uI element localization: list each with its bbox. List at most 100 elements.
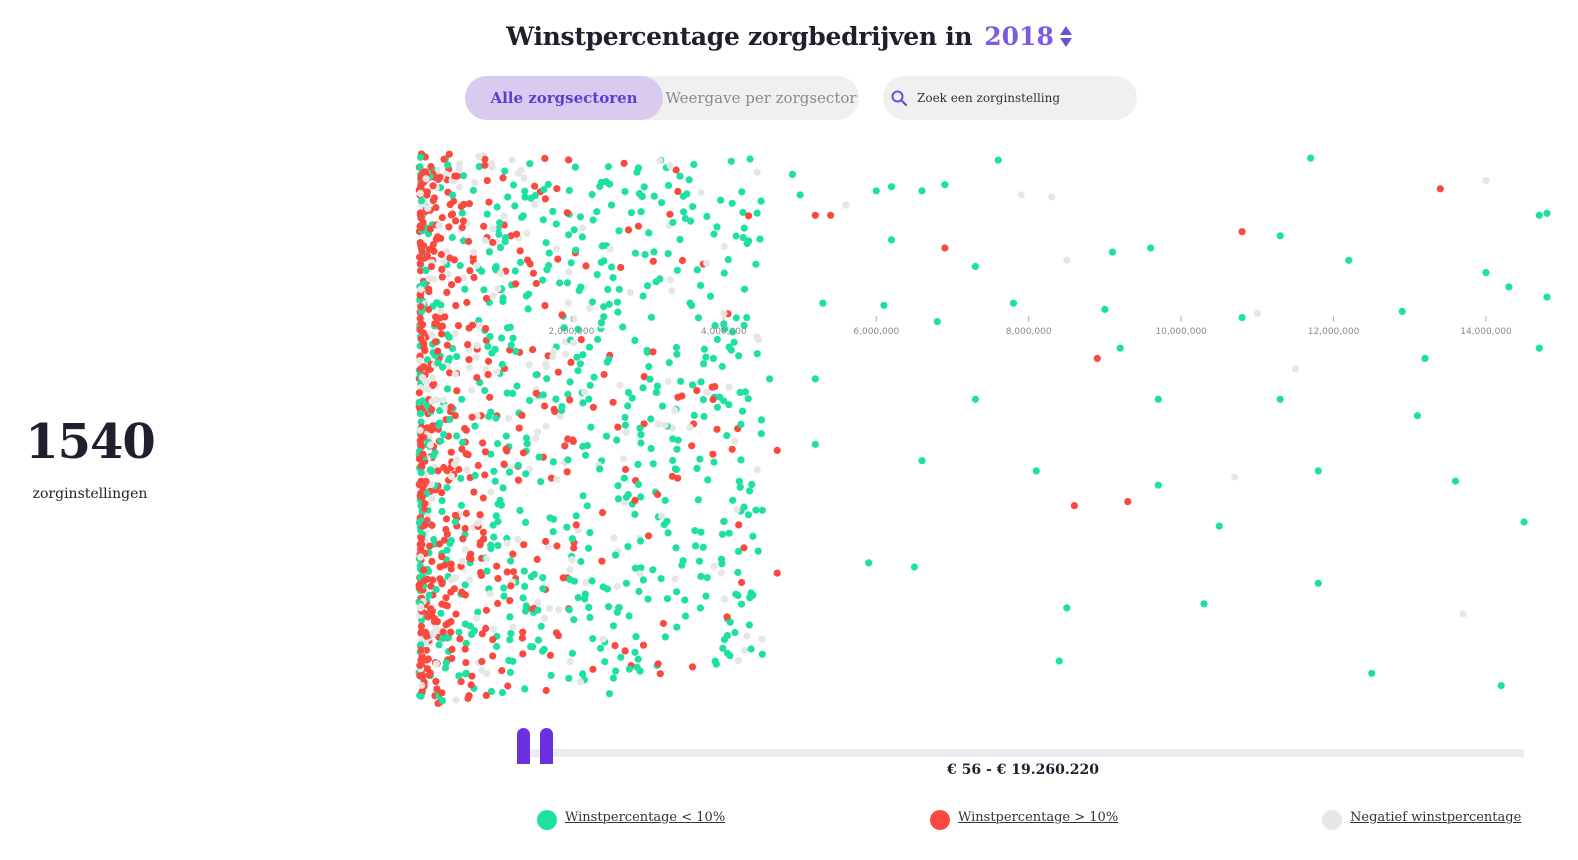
- data-point[interactable]: [541, 154, 549, 162]
- data-point[interactable]: [574, 594, 582, 602]
- data-point[interactable]: [529, 269, 538, 277]
- data-point[interactable]: [634, 222, 643, 230]
- data-point[interactable]: [494, 517, 502, 526]
- data-point[interactable]: [433, 618, 441, 626]
- data-point[interactable]: [480, 535, 488, 543]
- legend-label[interactable]: Negatief winstpercentage: [1350, 809, 1522, 825]
- data-point[interactable]: [589, 665, 597, 673]
- data-point[interactable]: [664, 250, 672, 258]
- data-point[interactable]: [415, 389, 423, 397]
- data-point[interactable]: [447, 628, 455, 636]
- data-point[interactable]: [523, 440, 531, 448]
- data-point[interactable]: [474, 519, 482, 527]
- data-point[interactable]: [474, 461, 482, 470]
- data-point[interactable]: [464, 341, 472, 349]
- data-point[interactable]: [421, 521, 429, 529]
- data-point[interactable]: [585, 343, 594, 351]
- data-point[interactable]: [597, 644, 605, 652]
- data-point[interactable]: [734, 657, 743, 665]
- data-point[interactable]: [568, 535, 577, 543]
- data-point[interactable]: [426, 669, 434, 677]
- data-point[interactable]: [535, 453, 543, 461]
- data-point[interactable]: [637, 493, 645, 501]
- data-point[interactable]: [420, 280, 428, 288]
- data-point[interactable]: [745, 212, 753, 220]
- data-point[interactable]: [744, 395, 752, 403]
- data-point[interactable]: [453, 432, 461, 440]
- data-point[interactable]: [616, 381, 624, 389]
- data-point[interactable]: [448, 344, 457, 353]
- data-point[interactable]: [442, 525, 450, 534]
- data-point[interactable]: [589, 403, 598, 411]
- data-point[interactable]: [679, 192, 687, 200]
- data-point[interactable]: [507, 557, 515, 565]
- data-point[interactable]: [418, 245, 426, 253]
- data-point[interactable]: [524, 305, 532, 313]
- data-point[interactable]: [734, 547, 743, 555]
- data-point[interactable]: [429, 197, 437, 205]
- data-point[interactable]: [420, 329, 428, 337]
- data-point[interactable]: [443, 602, 451, 610]
- data-point[interactable]: [561, 350, 570, 358]
- data-point[interactable]: [723, 432, 731, 440]
- data-point[interactable]: [431, 320, 439, 328]
- data-point[interactable]: [692, 542, 700, 550]
- data-point[interactable]: [647, 415, 655, 423]
- data-point[interactable]: [788, 170, 797, 178]
- data-point[interactable]: [596, 182, 604, 190]
- data-point[interactable]: [773, 446, 781, 454]
- data-point[interactable]: [423, 191, 431, 199]
- legend-item-negative-profit[interactable]: Negatief winstpercentage: [1322, 804, 1521, 830]
- data-point[interactable]: [429, 182, 437, 190]
- data-point[interactable]: [737, 456, 745, 464]
- data-point[interactable]: [593, 208, 601, 216]
- data-point[interactable]: [473, 261, 481, 269]
- data-point[interactable]: [428, 521, 436, 529]
- data-point[interactable]: [709, 354, 718, 362]
- data-point[interactable]: [450, 585, 458, 593]
- data-point[interactable]: [435, 540, 444, 548]
- data-point[interactable]: [492, 512, 500, 520]
- data-point[interactable]: [649, 460, 657, 468]
- data-point[interactable]: [650, 192, 658, 200]
- data-point[interactable]: [674, 393, 682, 401]
- data-point[interactable]: [753, 168, 761, 176]
- data-point[interactable]: [471, 179, 479, 187]
- data-point[interactable]: [552, 220, 560, 228]
- data-point[interactable]: [579, 399, 587, 407]
- data-point[interactable]: [506, 636, 514, 644]
- data-point[interactable]: [417, 646, 425, 655]
- data-point[interactable]: [440, 536, 448, 544]
- data-point[interactable]: [459, 217, 467, 225]
- data-point[interactable]: [512, 280, 520, 288]
- data-point[interactable]: [521, 685, 529, 693]
- data-point[interactable]: [732, 314, 740, 322]
- data-point[interactable]: [484, 357, 493, 365]
- data-point[interactable]: [502, 445, 510, 453]
- data-point[interactable]: [741, 646, 749, 654]
- data-point[interactable]: [503, 539, 511, 547]
- data-point[interactable]: [500, 460, 508, 468]
- data-point[interactable]: [725, 383, 733, 391]
- data-point[interactable]: [501, 167, 509, 175]
- data-point[interactable]: [686, 423, 694, 431]
- data-point[interactable]: [1063, 256, 1071, 264]
- data-point[interactable]: [611, 551, 620, 559]
- data-point[interactable]: [745, 237, 753, 245]
- data-point[interactable]: [458, 445, 466, 453]
- data-point[interactable]: [625, 665, 634, 673]
- data-point[interactable]: [639, 641, 648, 649]
- data-point[interactable]: [462, 639, 470, 647]
- data-point[interactable]: [617, 263, 625, 272]
- data-point[interactable]: [689, 203, 697, 211]
- data-point[interactable]: [485, 248, 493, 256]
- data-point[interactable]: [533, 555, 541, 563]
- data-point[interactable]: [482, 606, 490, 614]
- data-point[interactable]: [656, 275, 664, 283]
- data-point[interactable]: [637, 564, 645, 572]
- data-point[interactable]: [445, 354, 454, 362]
- data-point[interactable]: [506, 613, 514, 621]
- data-point[interactable]: [563, 209, 571, 217]
- data-point[interactable]: [417, 365, 425, 373]
- data-point[interactable]: [700, 360, 708, 368]
